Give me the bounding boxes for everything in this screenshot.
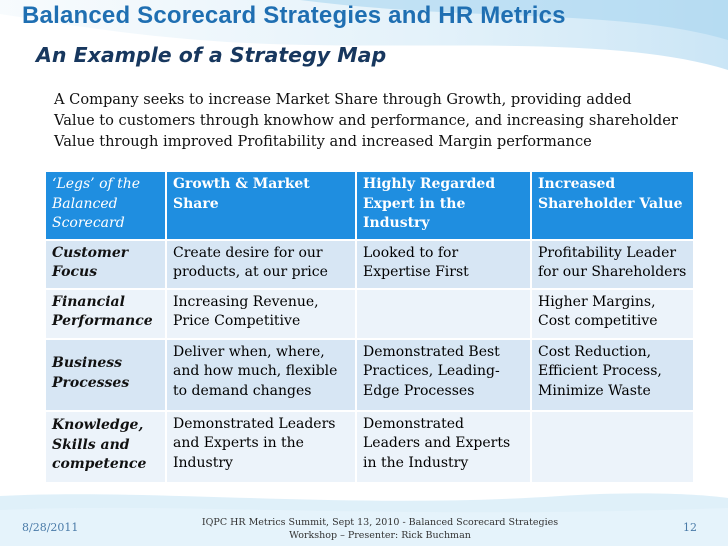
table-cell: Higher Margins, Cost competitive (530, 287, 693, 338)
table-cell: Increasing Revenue, Price Competitive (165, 287, 355, 338)
table-row: Customer Focus Create desire for our pro… (46, 238, 693, 288)
table-cell: Create desire for our products, at our p… (165, 238, 355, 288)
row-label: Financial Performance (46, 287, 165, 338)
table-cell: Demonstrated Leaders and Experts in the … (355, 409, 530, 482)
intro-line: Value to customers through knowhow and p… (54, 112, 678, 129)
table-row: Knowledge, Skills and competence Demonst… (46, 409, 693, 482)
row-label: Business Processes (46, 337, 165, 410)
header-cell: Growth & Market Share (165, 172, 355, 239)
table-cell: Looked to for Expertise First (355, 238, 530, 288)
row-label: Knowledge, Skills and competence (46, 409, 165, 482)
intro-line: A Company seeks to increase Market Share… (54, 91, 632, 108)
header-cell: ‘Legs’ of the Balanced Scorecard (46, 172, 165, 239)
header-cell: Highly Regarded Expert in the Industry (355, 172, 530, 239)
page-number: 12 (683, 521, 697, 534)
table-row: Business Processes Deliver when, where, … (46, 337, 693, 410)
slide-subtitle: An Example of a Strategy Map (36, 43, 387, 67)
footer-caption-line: Workshop – Presenter: Rick Buchman (289, 530, 471, 541)
intro-paragraph: A Company seeks to increase Market Share… (54, 89, 719, 152)
footer-date: 8/28/2011 (22, 521, 79, 534)
table-cell: Deliver when, where, and how much, flexi… (165, 337, 355, 410)
slide-title: Balanced Scorecard Strategies and HR Met… (22, 2, 566, 29)
table-cell: Demonstrated Leaders and Experts in the … (165, 409, 355, 482)
footer-caption: IQPC HR Metrics Summit, Sept 13, 2010 - … (200, 516, 560, 542)
footer-caption-line: IQPC HR Metrics Summit, Sept 13, 2010 - … (201, 517, 559, 528)
table-cell (355, 287, 530, 338)
table-header-row: ‘Legs’ of the Balanced Scorecard Growth … (46, 172, 693, 239)
table-cell: Demonstrated Best Practices, Leading-Edg… (355, 337, 530, 410)
table-cell (530, 409, 693, 482)
intro-line: Value through improved Profitability and… (54, 133, 592, 150)
strategy-map-table: ‘Legs’ of the Balanced Scorecard Growth … (46, 172, 693, 482)
header-cell: Increased Shareholder Value (530, 172, 693, 239)
table-row: Financial Performance Increasing Revenue… (46, 287, 693, 338)
row-label: Customer Focus (46, 238, 165, 288)
table-cell: Profitability Leader for our Shareholder… (530, 238, 693, 288)
table-cell: Cost Reduction, Efficient Process, Minim… (530, 337, 693, 410)
